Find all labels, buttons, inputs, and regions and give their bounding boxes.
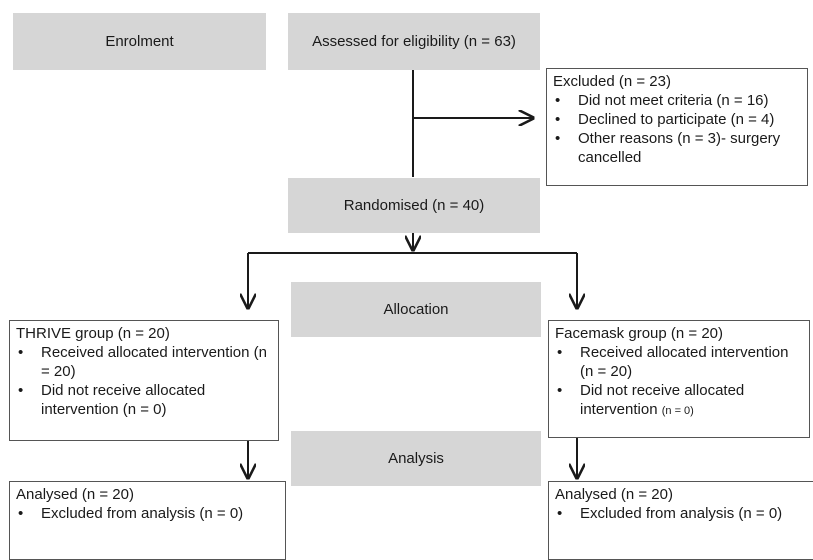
excluded-item: Declined to participate (n = 4) (553, 110, 801, 129)
thrive-title: THRIVE group (n = 20) (16, 325, 170, 342)
analysed-left-item: Excluded from analysis (n = 0) (16, 504, 279, 523)
thrive-list: Received allocated intervention (n = 20)… (16, 343, 272, 419)
phase-analysis: Analysis (291, 431, 541, 486)
thrive-item: Did not receive allocated intervention (… (16, 381, 272, 419)
phase-enrolment: Enrolment (13, 13, 266, 70)
facemask-item: Received allocated intervention (n = 20) (555, 343, 803, 381)
facemask-group-box: Facemask group (n = 20) Received allocat… (548, 320, 810, 438)
analysed-right-box: Analysed (n = 20) Excluded from analysis… (548, 481, 813, 560)
excluded-title: Excluded (n = 23) (553, 73, 671, 90)
analysed-left-title: Analysed (n = 20) (16, 486, 134, 503)
facemask-item-text: Did not receive allocated intervention (580, 382, 745, 418)
analysed-left-box: Analysed (n = 20) Excluded from analysis… (9, 481, 286, 560)
facemask-item: Did not receive allocated intervention (… (555, 381, 803, 421)
excluded-list: Did not meet criteria (n = 16) Declined … (553, 91, 801, 167)
analysed-right-title: Analysed (n = 20) (555, 486, 673, 503)
analysed-right-list: Excluded from analysis (n = 0) (555, 504, 807, 523)
excluded-item: Did not meet criteria (n = 16) (553, 91, 801, 110)
excluded-box: Excluded (n = 23) Did not meet criteria … (546, 68, 808, 186)
phase-allocation: Allocation (291, 282, 541, 337)
thrive-item: Received allocated intervention (n = 20) (16, 343, 272, 381)
thrive-group-box: THRIVE group (n = 20) Received allocated… (9, 320, 279, 441)
analysed-right-item: Excluded from analysis (n = 0) (555, 504, 807, 523)
facemask-item-count: (n = 0) (661, 405, 694, 417)
facemask-list: Received allocated intervention (n = 20)… (555, 343, 803, 421)
assessed-for-eligibility-box: Assessed for eligibility (n = 63) (288, 13, 540, 70)
facemask-title: Facemask group (n = 20) (555, 325, 723, 342)
excluded-item: Other reasons (n = 3)- surgery cancelled (553, 129, 801, 167)
randomised-box: Randomised (n = 40) (288, 178, 540, 233)
analysed-left-list: Excluded from analysis (n = 0) (16, 504, 279, 523)
